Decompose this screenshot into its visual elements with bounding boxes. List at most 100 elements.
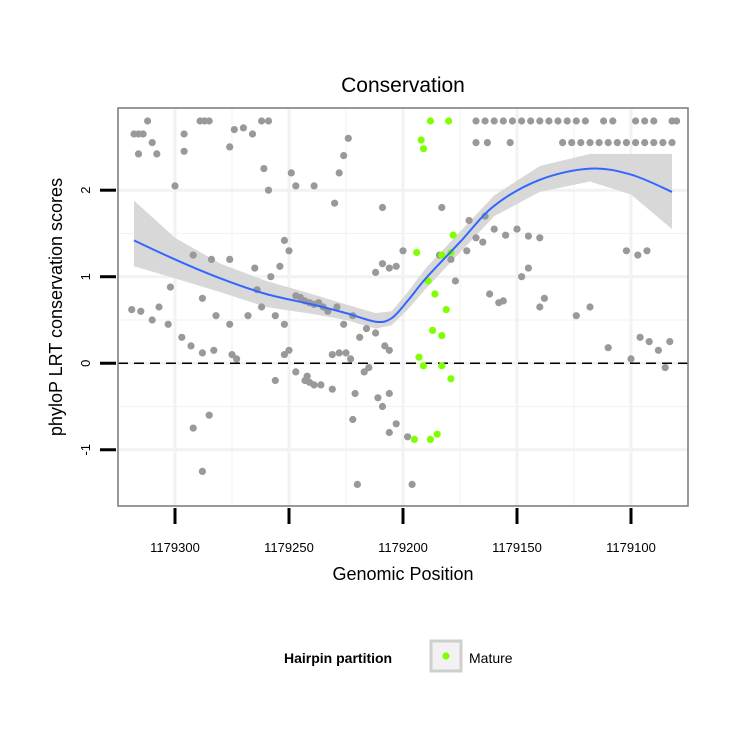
point-mature <box>426 435 434 443</box>
point <box>645 338 653 346</box>
point <box>198 349 206 357</box>
point <box>360 368 368 376</box>
point <box>472 234 480 242</box>
point <box>280 351 288 359</box>
point <box>205 411 213 419</box>
point <box>506 139 514 147</box>
point <box>595 139 603 147</box>
point <box>490 117 498 125</box>
point <box>632 117 640 125</box>
point <box>668 139 676 147</box>
point-mature <box>413 248 421 257</box>
point <box>148 139 156 147</box>
data-points <box>128 117 681 488</box>
point <box>408 480 416 488</box>
point <box>451 277 459 285</box>
smooth-line <box>133 167 673 324</box>
point-mature <box>447 375 455 383</box>
point <box>372 268 380 276</box>
point <box>524 232 533 240</box>
panel-border <box>117 107 689 507</box>
point <box>303 372 311 380</box>
point <box>378 203 387 212</box>
x-axis: 1179300 1179250 1179200 1179150 1179100 <box>150 508 656 555</box>
point <box>479 238 487 246</box>
point <box>385 264 393 272</box>
point <box>632 139 640 147</box>
point <box>251 264 259 272</box>
point <box>518 273 526 281</box>
point <box>280 236 288 244</box>
point <box>536 117 544 125</box>
point <box>536 303 544 311</box>
y-axis: -1 0 1 2 <box>78 187 116 456</box>
point <box>333 303 341 311</box>
point <box>180 147 188 155</box>
point <box>563 117 571 125</box>
point-mature <box>442 306 450 314</box>
point <box>335 349 343 357</box>
point <box>310 381 318 389</box>
point <box>230 126 238 134</box>
point <box>650 117 658 125</box>
point <box>228 351 236 359</box>
point <box>641 117 649 125</box>
point-mature <box>431 290 439 298</box>
point <box>508 117 516 125</box>
point <box>600 117 608 125</box>
point <box>310 182 318 190</box>
point <box>248 130 257 138</box>
point <box>180 130 188 138</box>
point-mature <box>438 251 446 259</box>
point <box>178 333 186 341</box>
point <box>271 376 279 385</box>
point <box>328 351 336 359</box>
point <box>609 117 617 125</box>
point <box>540 294 549 302</box>
confidence-band-area <box>134 153 672 329</box>
point <box>627 355 635 363</box>
point <box>381 342 389 350</box>
point <box>292 368 300 376</box>
point <box>189 251 197 259</box>
point <box>153 150 161 158</box>
point <box>483 139 491 147</box>
point-mature <box>445 117 453 125</box>
point <box>196 117 204 125</box>
point <box>137 307 145 315</box>
point <box>404 433 412 441</box>
point <box>340 152 348 160</box>
plot-panel <box>117 107 689 507</box>
chart-title: Conservation <box>341 74 465 97</box>
point <box>164 320 172 328</box>
point <box>490 225 498 233</box>
point <box>134 150 143 158</box>
point <box>392 420 400 428</box>
point-mature <box>438 332 446 340</box>
point-mature <box>419 362 428 370</box>
x-tick-label: 1179200 <box>378 540 428 555</box>
point <box>144 117 152 125</box>
point <box>463 247 471 255</box>
y-tick-label: -1 <box>78 444 93 456</box>
point <box>342 349 350 357</box>
point <box>486 290 494 298</box>
point <box>244 312 252 320</box>
point <box>499 117 507 125</box>
point <box>264 186 273 194</box>
confidence-band <box>134 153 672 329</box>
point <box>536 234 544 242</box>
point <box>198 294 206 302</box>
y-axis-label: phyloP LRT conservation scores <box>46 178 66 436</box>
point <box>643 247 651 255</box>
point <box>353 480 361 488</box>
point-mature <box>438 362 446 370</box>
point <box>210 346 218 354</box>
point <box>148 316 156 324</box>
legend-key-mature-dot <box>442 652 450 660</box>
point <box>622 139 631 147</box>
point <box>189 424 197 432</box>
point <box>344 134 352 142</box>
point <box>586 303 594 311</box>
point-mature <box>433 430 441 438</box>
